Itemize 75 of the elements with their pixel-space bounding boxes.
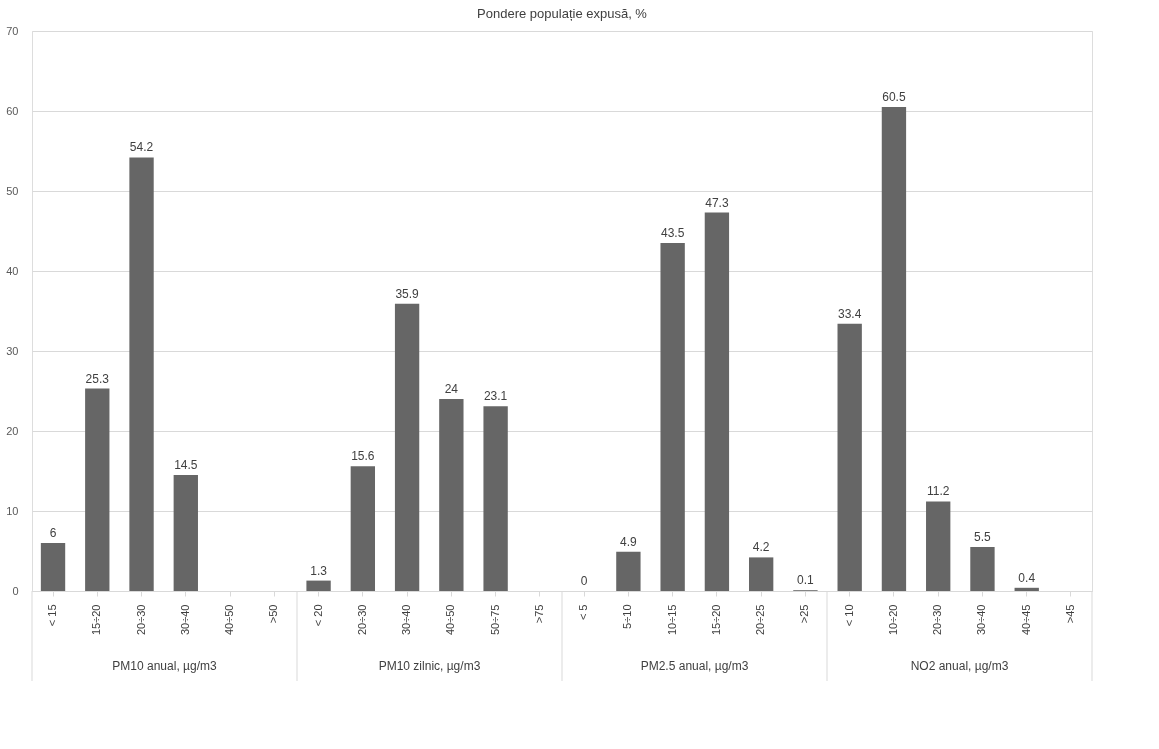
data-label: 54.2 [129,140,154,155]
x-tick-label: 50÷75 [488,604,501,636]
x-tick-label: 30÷40 [975,604,988,636]
x-tick-label: >25 [798,604,811,624]
x-tick-label: 20÷30 [931,604,944,636]
x-tick-label: 10÷15 [665,604,678,636]
y-tick-label: 0 [12,584,19,597]
data-label: 6 [49,526,57,540]
x-tick-label: 20÷25 [754,604,767,636]
x-tick-label: >75 [532,604,545,624]
y-tick-label: 20 [6,424,19,437]
x-tick-label: 15÷20 [90,604,103,636]
bar [173,475,198,591]
data-label: 4.9 [620,534,638,549]
data-label: 0.1 [797,573,815,588]
y-tick-label: 50 [6,184,19,197]
text: PM10 zilnic, µg/m3 [378,659,481,673]
x-tick-label: 15÷20 [709,604,722,636]
text: PM10 anual, µg/m3 [112,659,217,673]
bar [926,501,951,591]
data-label: 0.4 [1018,570,1036,585]
text: NO2 anual, µg/m3 [910,659,1009,673]
y-tick-label: 60 [6,104,19,117]
x-tick-label: 30÷40 [400,604,413,636]
x-tick-label: >45 [1063,604,1076,624]
x-tick-label: >50 [267,604,280,624]
bar [85,388,110,591]
bar [40,543,66,591]
text: PM2.5 anual, µg/m3 [640,659,749,673]
y-tick-label: 70 [6,24,19,37]
x-tick-label: < 15 [46,604,59,627]
chart-title: Pondere populație expusă, % [477,6,648,21]
data-label: 43.5 [660,226,685,240]
bar [394,303,420,591]
data-label: 0 [580,574,588,588]
bar [483,406,508,591]
data-label: 11.2 [926,484,950,499]
data-label: 5.5 [974,530,992,544]
x-tick-label: 20÷30 [134,604,147,636]
data-label: 15.6 [351,449,375,464]
bar [704,212,730,591]
bar [970,547,995,591]
data-label: 33.4 [838,306,862,321]
x-tick-label: 20÷30 [355,604,368,636]
data-label: 23.1 [483,389,508,404]
x-tick-label: < 20 [311,604,324,627]
x-tick-label: 40÷45 [1019,604,1032,636]
bar [350,466,376,591]
x-tick-label: 30÷40 [178,604,191,636]
y-tick-label: 30 [6,344,19,357]
x-tick-label: < 10 [842,604,855,627]
x-tick-label: 40÷50 [444,604,457,636]
data-label: 1.3 [310,563,328,578]
data-label: 60.5 [882,90,906,104]
data-label: 4.2 [752,540,770,555]
bar [439,399,464,591]
y-tick-label: 10 [6,504,19,517]
data-label: 47.3 [705,195,729,210]
bar [129,157,154,591]
bar [748,557,774,591]
x-tick-label: 40÷50 [223,604,236,636]
data-label: 14.5 [174,458,198,472]
data-label: 24 [444,382,459,396]
bar [837,323,862,591]
bar [306,580,331,591]
bar [660,243,685,591]
bar [616,551,641,591]
bar [1014,587,1039,591]
x-tick-label: < 5 [577,604,590,621]
x-tick-label: 10÷20 [886,604,899,636]
data-label: 35.9 [395,286,420,301]
bar [881,107,907,591]
x-tick-label: 5÷10 [621,604,634,629]
data-label: 25.3 [85,371,110,386]
y-tick-label: 40 [6,264,19,277]
